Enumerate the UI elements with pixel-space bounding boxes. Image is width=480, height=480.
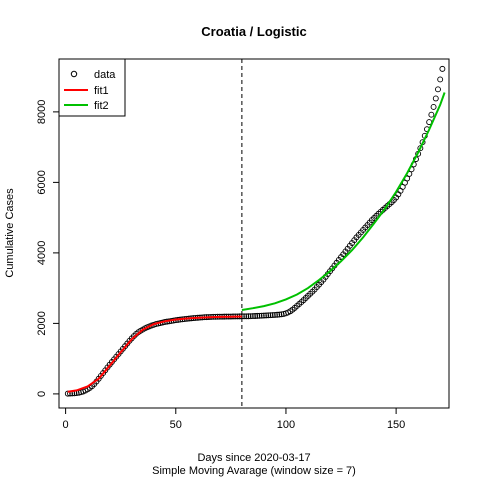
y-tick-label: 2000	[36, 311, 48, 335]
data-point	[254, 312, 261, 319]
data-point	[276, 311, 283, 318]
legend: data fit1 fit2	[58, 58, 126, 117]
x-tick-label: 100	[277, 419, 295, 431]
y-tick-label: 4000	[36, 241, 48, 265]
x-axis-label: Days since 2020-03-17	[197, 452, 310, 464]
y-tick-label: 6000	[36, 170, 48, 194]
legend-data-marker	[70, 70, 78, 78]
chart-subtitle: Simple Moving Avarage (window size = 7)	[152, 465, 356, 477]
data-point	[260, 312, 267, 319]
data-point	[274, 311, 281, 318]
data-point	[243, 313, 250, 320]
data-point	[271, 311, 278, 318]
data-point	[258, 312, 265, 319]
data-point	[267, 312, 274, 319]
data-point	[432, 95, 439, 102]
data-point	[430, 103, 437, 110]
data-point	[252, 313, 259, 319]
legend-fit1-label: fit1	[94, 85, 109, 97]
legend-box	[58, 58, 126, 117]
legend-data-label: data	[94, 69, 116, 81]
chart-title: Croatia / Logistic	[201, 24, 306, 39]
data-point	[437, 76, 444, 83]
data-point	[256, 312, 263, 319]
fit1-line	[67, 315, 242, 393]
data-point	[428, 111, 435, 118]
data-point	[269, 312, 276, 319]
plot-area	[64, 59, 446, 408]
y-axis-label: Cumulative Cases	[4, 188, 16, 278]
plot-frame	[58, 58, 450, 409]
data-point	[245, 313, 252, 320]
data-point	[265, 312, 272, 319]
data-point	[263, 312, 270, 319]
x-tick-label: 50	[170, 419, 182, 431]
legend-fit2-label: fit2	[94, 100, 109, 112]
y-axis: 0 2000 4000 6000 8000	[36, 100, 59, 397]
data-point	[247, 313, 254, 320]
fit2-line	[241, 92, 446, 311]
data-point	[439, 65, 446, 72]
y-tick-label: 0	[36, 391, 48, 397]
data-point	[435, 86, 441, 93]
x-tick-label: 150	[387, 419, 405, 431]
x-tick-label: 0	[63, 419, 69, 431]
data-point	[249, 313, 256, 320]
x-axis: 0 50 100 150	[63, 408, 405, 431]
y-tick-label: 8000	[36, 100, 48, 124]
